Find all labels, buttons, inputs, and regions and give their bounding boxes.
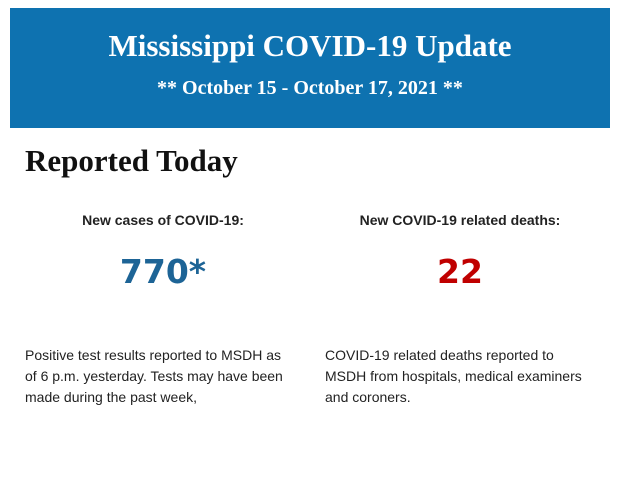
stat-value: 22: [437, 252, 483, 291]
description-line: Positive test results reported to MSDH a…: [25, 347, 281, 363]
stat-card: New cases of COVID-19: 770*: [13, 210, 313, 292]
description-line: and coroners.: [325, 389, 411, 405]
page-title: Mississippi COVID-19 Update: [108, 28, 512, 63]
description-line: COVID-19 related deaths reported to: [325, 347, 554, 363]
stat-label: New cases of COVID-19:: [82, 212, 244, 228]
stat-description: COVID-19 related deaths reported to MSDH …: [325, 345, 582, 408]
description-line: of 6 p.m. yesterday. Tests may have been: [25, 368, 283, 384]
description-line: MSDH from hospitals, medical examiners: [325, 368, 582, 384]
section-title: Reported Today: [25, 143, 238, 178]
stat-label: New COVID-19 related deaths:: [359, 212, 561, 228]
stat-value: 770*: [119, 252, 207, 291]
date-range: ** October 15 - October 17, 2021 **: [157, 77, 463, 99]
stat-description: Positive test results reported to MSDH a…: [25, 345, 283, 408]
stat-card: New COVID-19 related deaths: 22: [310, 210, 610, 292]
description-line: made during the past week,: [25, 389, 197, 405]
header-banner: Mississippi COVID-19 Update ** October 1…: [10, 8, 610, 128]
